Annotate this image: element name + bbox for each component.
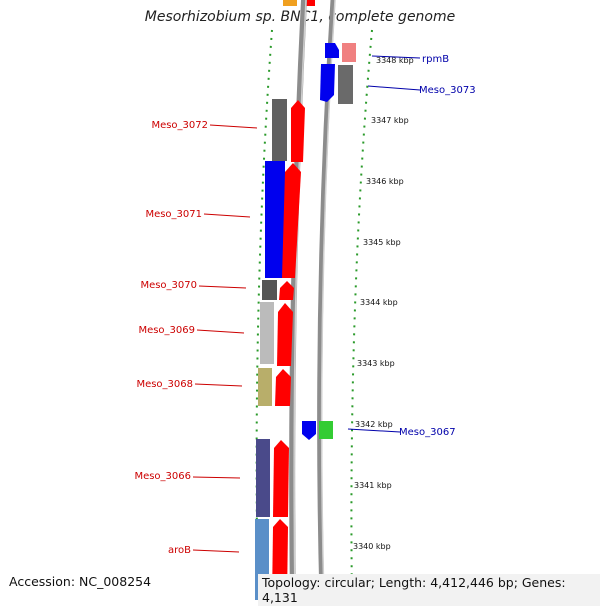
cds-arrow-meso-3066[interactable] — [273, 440, 289, 517]
gene-block-meso-3069[interactable] — [260, 302, 274, 364]
offscreen-gene-orange[interactable] — [283, 0, 297, 6]
cds-arrow-meso-3067[interactable] — [302, 421, 316, 440]
gene-label-meso-3067[interactable]: Meso_3067 — [399, 427, 456, 438]
reverse-leader-lines — [192, 124, 258, 553]
gene-label-meso-3069[interactable]: Meso_3069 — [138, 325, 195, 336]
scale-tick-label: 3343 kbp — [357, 359, 395, 368]
cds-arrow-meso-3071[interactable] — [282, 163, 301, 278]
map-title: Mesorhizobium sp. BNC1, complete genome — [144, 9, 456, 25]
gene-label-meso-3068[interactable]: Meso_3068 — [136, 379, 193, 390]
genome-backbone-highlight — [293, 0, 307, 600]
cds-arrow-meso-3070[interactable] — [279, 281, 294, 300]
topology-text: Topology: circular; Length: 4,412,446 bp… — [258, 574, 600, 606]
gene-label-meso-3071[interactable]: Meso_3071 — [145, 209, 202, 220]
gene-block-meso-3066[interactable] — [256, 439, 270, 517]
cds-arrow-meso-3068[interactable] — [275, 369, 291, 406]
scale-tick-label: 3340 kbp — [353, 542, 391, 551]
gene-label-meso-3072[interactable]: Meso_3072 — [151, 120, 208, 131]
gene-block-meso-3070[interactable] — [262, 280, 277, 300]
genome-backbone — [289, 0, 307, 600]
cds-arrow-meso-3069[interactable] — [277, 303, 293, 366]
cds-arrow-rpmb[interactable] — [325, 43, 339, 58]
scale-tick-label: 3345 kbp — [363, 238, 401, 247]
gene-label-rpmb[interactable]: rpmB — [422, 54, 449, 65]
gene-block-meso-3073[interactable] — [338, 65, 353, 104]
gene-label-meso-3066[interactable]: Meso_3066 — [134, 471, 191, 482]
gene-block-rpmb[interactable] — [342, 43, 356, 62]
cds-arrow-meso-3072[interactable] — [291, 100, 305, 162]
gene-block-meso-3071[interactable] — [265, 161, 285, 278]
gene-block-meso-3072[interactable] — [272, 99, 287, 161]
inner-dotted-track — [255, 29, 273, 600]
cds-arrow-meso-3073[interactable] — [320, 64, 335, 102]
accession-text: Accession: NC_008254 — [9, 574, 152, 589]
scale-tick-label: 3342 kbp — [355, 420, 393, 429]
forward-leader-lines — [347, 55, 421, 433]
scale-tick-label: 3341 kbp — [354, 481, 392, 490]
gene-label-meso-3070[interactable]: Meso_3070 — [140, 280, 197, 291]
outer-dotted-track — [350, 29, 373, 600]
gene-block-meso-3068[interactable] — [258, 368, 272, 406]
gene-label-arob[interactable]: aroB — [168, 545, 191, 556]
scale-tick-label: 3348 kbp — [376, 56, 414, 65]
scale-tick-label: 3347 kbp — [371, 116, 409, 125]
scale-tick-label: 3346 kbp — [366, 177, 404, 186]
gene-block-meso-3067[interactable] — [319, 421, 333, 439]
scale-tick-label: 3344 kbp — [360, 298, 398, 307]
gene-label-meso-3073[interactable]: Meso_3073 — [419, 85, 476, 96]
